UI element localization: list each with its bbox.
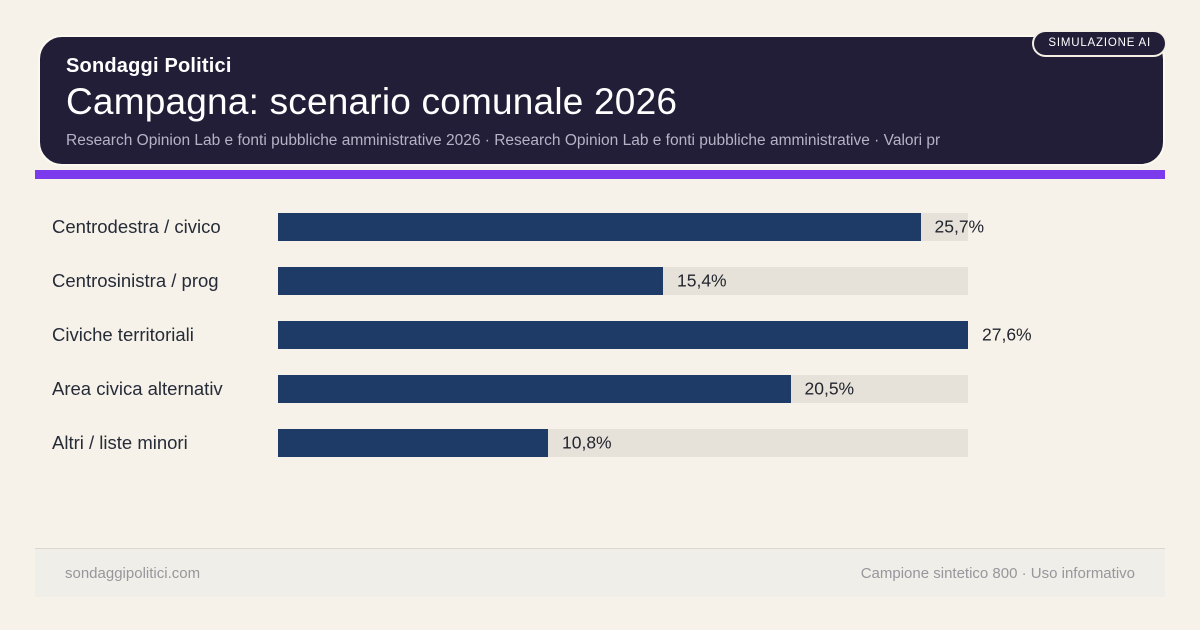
category-label: Area civica alternativ: [52, 378, 223, 399]
bar-track: 25,7%: [278, 213, 984, 241]
footer-note: Campione sintetico 800 · Uso informativo: [860, 564, 1135, 582]
footer-site: sondaggipolitici.com: [65, 564, 201, 582]
header-card: Sondaggi Politici Campagna: scenario com…: [38, 35, 1165, 166]
chart-row: Area civica alternativ 20,5%: [52, 362, 1152, 416]
value-label: 10,8%: [562, 432, 612, 453]
chart-row: Centrosinistra / prog 15,4%: [52, 254, 1152, 308]
bar-fill: [278, 429, 548, 457]
simulation-badge: SIMULAZIONE AI: [1032, 30, 1167, 57]
page-title: Campagna: scenario comunale 2026: [66, 81, 678, 122]
bar-track: 10,8%: [278, 429, 968, 457]
value-label: 15,4%: [677, 270, 727, 291]
simulation-badge-label: SIMULAZIONE AI: [1048, 37, 1151, 49]
category-label: Civiche territoriali: [52, 324, 194, 345]
value-label: 25,7%: [934, 216, 985, 237]
value-label: 20,5%: [804, 378, 855, 399]
category-label: Centrosinistra / prog: [52, 270, 219, 291]
category-label: Altri / liste minori: [52, 432, 188, 453]
bar-fill: [278, 267, 663, 295]
chart-row: Altri / liste minori 10,8%: [52, 416, 1152, 470]
bar-track: 15,4%: [278, 267, 968, 295]
chart-row: Civiche territoriali 27,6%: [52, 308, 1152, 362]
category-label: Centrodestra / civico: [52, 216, 221, 237]
bar-track: 20,5%: [278, 375, 968, 403]
value-label: 27,6%: [982, 324, 1032, 345]
bar-fill: [278, 321, 968, 349]
bar-fill: [278, 375, 791, 403]
chart-row: Centrodestra / civico 25,7%: [52, 200, 1152, 254]
bar-chart: Centrodestra / civico 25,7% Centrosinistra…: [52, 200, 1152, 470]
bar-track: 27,6%: [278, 321, 1032, 349]
accent-bar: [35, 170, 1165, 179]
brand-kicker: Sondaggi Politici: [66, 55, 232, 77]
bar-fill: [278, 213, 921, 241]
page-subtitle: Research Opinion Lab e fonti pubbliche a…: [66, 132, 941, 149]
footer: sondaggipolitici.com Campione sintetico …: [35, 548, 1165, 597]
